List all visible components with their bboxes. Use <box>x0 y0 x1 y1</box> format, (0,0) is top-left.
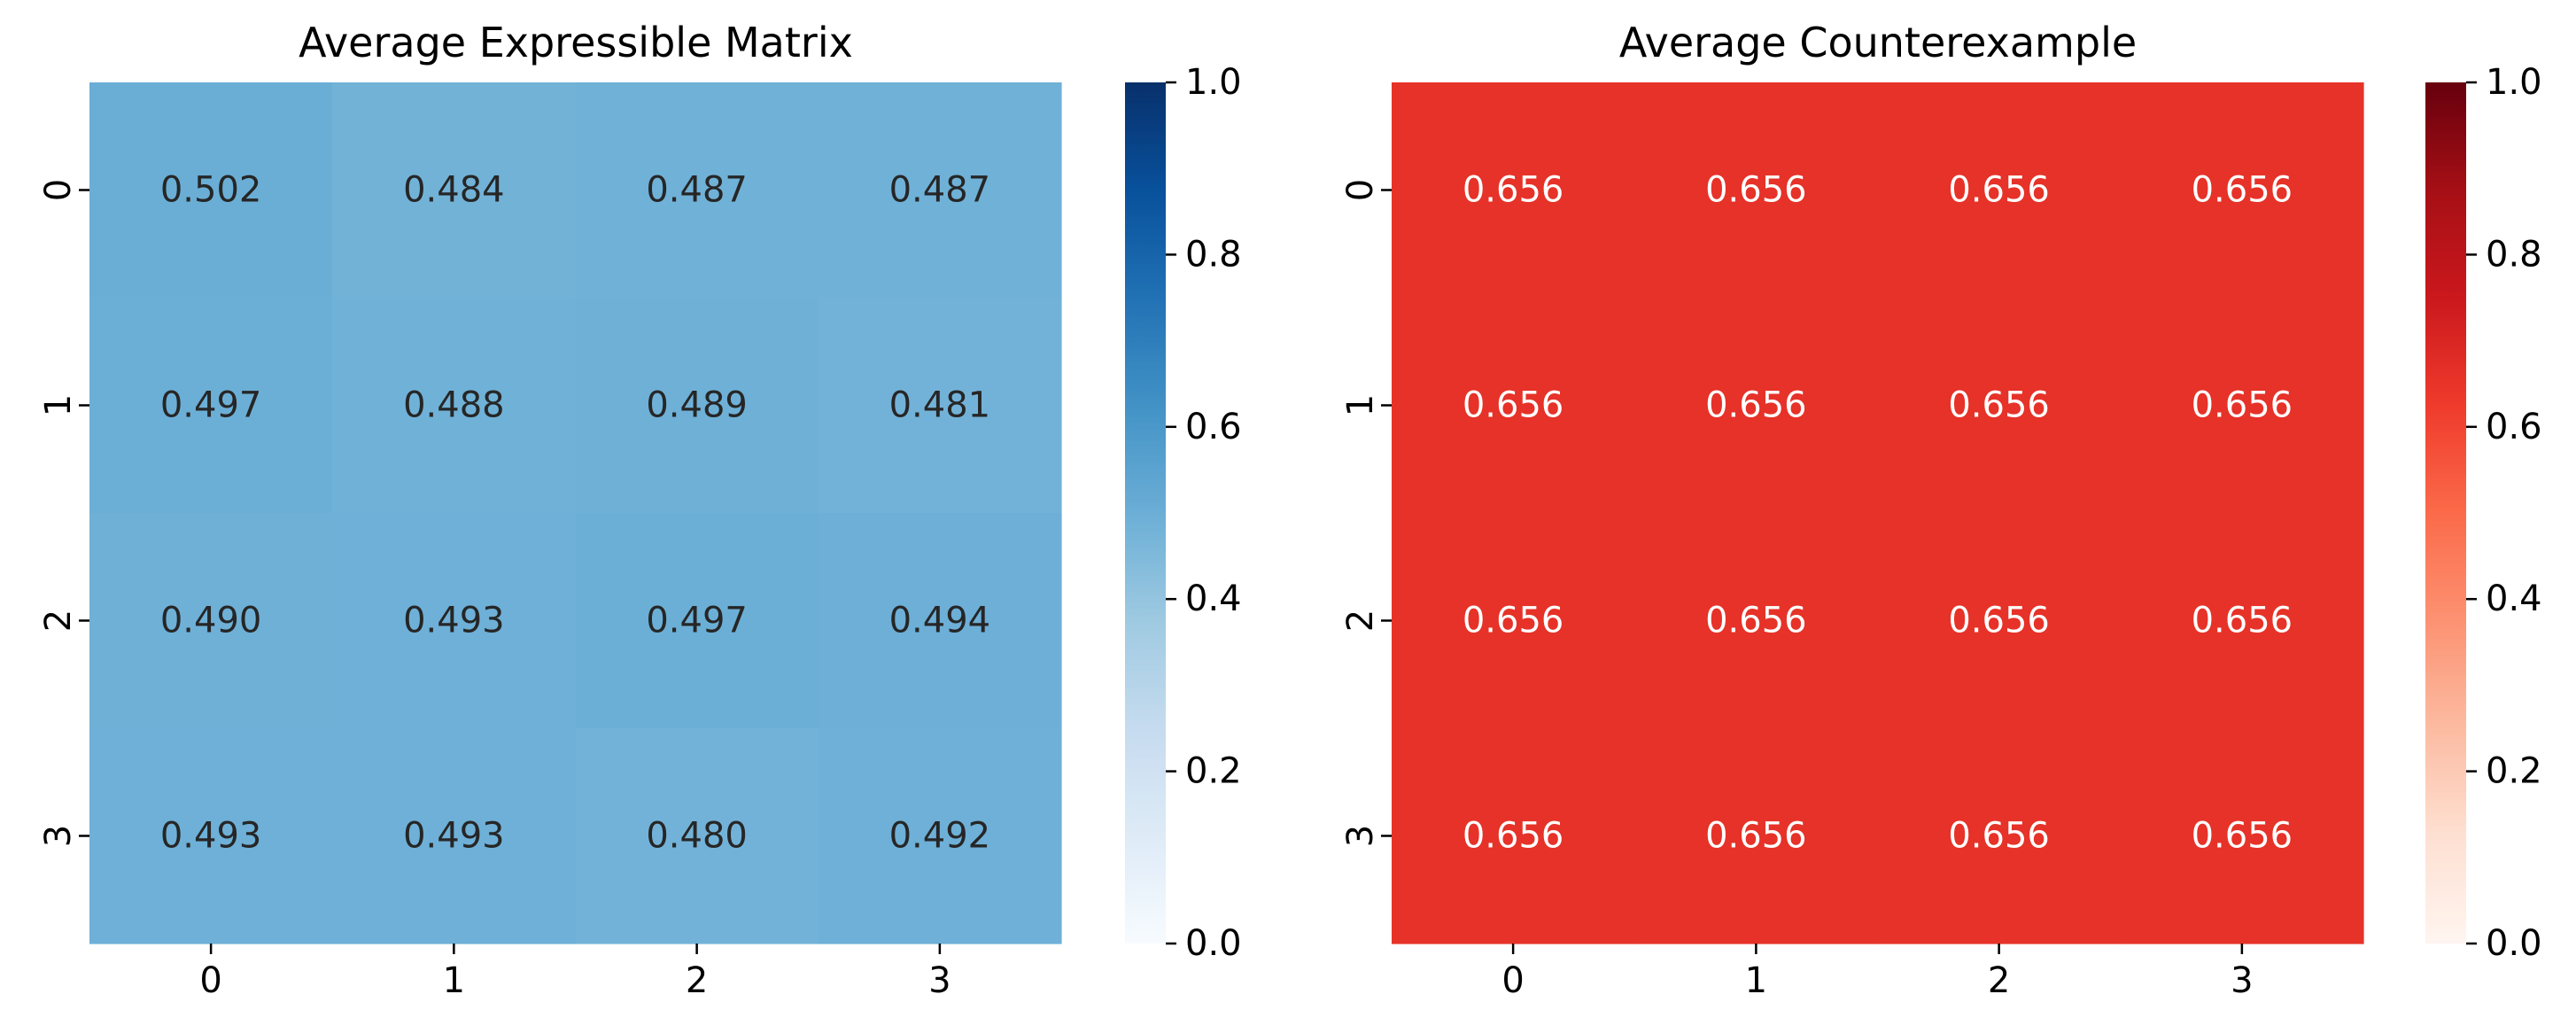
cell-value-label: 0.656 <box>2192 816 2293 857</box>
heatmap-panel-0: Average Expressible Matrix 0.502 0.484 0.48… <box>38 19 1242 1001</box>
colorbar <box>1125 82 1166 944</box>
colorbar-tick-label: 0.2 <box>1185 751 1242 792</box>
y-tick-label: 2 <box>1340 610 1381 632</box>
colorbar-tick-label: 0.0 <box>1185 923 1242 964</box>
heatmap-cell <box>332 82 577 299</box>
y-tick-label: 0 <box>38 179 79 201</box>
colorbar-tick-label: 0.6 <box>1185 407 1242 447</box>
heatmap-cell <box>89 82 333 299</box>
cell-value-label: 0.656 <box>1705 601 1807 641</box>
heatmap-cell <box>575 298 819 514</box>
heatmap-cell <box>332 298 577 514</box>
heatmap-cell <box>1392 728 1635 944</box>
cell-value-label: 0.494 <box>889 601 991 641</box>
heatmap-cell <box>818 513 1062 729</box>
cell-value-label: 0.489 <box>646 385 748 426</box>
cell-value-label: 0.656 <box>1705 816 1807 857</box>
heatmap-cell <box>1634 298 1879 514</box>
colorbar <box>2425 82 2466 944</box>
cell-value-label: 0.656 <box>1463 385 1564 426</box>
heatmap-cell <box>1877 728 2122 944</box>
cell-value-label: 0.656 <box>1948 816 2050 857</box>
chart-title: Average Counterexample <box>1619 19 2137 66</box>
cell-value-label: 0.656 <box>2192 170 2293 211</box>
heatmap-cell <box>1877 298 2122 514</box>
cell-value-label: 0.490 <box>160 601 262 641</box>
cell-value-label: 0.488 <box>403 385 505 426</box>
heatmap-cell <box>89 298 333 514</box>
cell-value-label: 0.656 <box>1948 601 2050 641</box>
heatmap-cell <box>1392 513 1635 729</box>
y-tick-label: 3 <box>1340 825 1381 847</box>
cell-value-label: 0.493 <box>403 601 505 641</box>
cell-value-label: 0.656 <box>1463 601 1564 641</box>
colorbar-tick-label: 0.4 <box>1185 579 1242 619</box>
heatmap-cell <box>818 298 1062 514</box>
colorbar-tick-label: 0.2 <box>2486 751 2542 792</box>
heatmap-cell <box>1392 82 1635 299</box>
heatmap-cell <box>1392 298 1635 514</box>
cell-value-label: 0.487 <box>889 170 991 211</box>
x-tick-label: 3 <box>2231 960 2253 1001</box>
chart-title: Average Expressible Matrix <box>299 19 853 66</box>
colorbar-tick-label: 1.0 <box>2486 62 2542 103</box>
heatmap-cell <box>332 728 577 944</box>
x-tick-label: 0 <box>199 960 221 1001</box>
heatmap-cell <box>818 82 1062 299</box>
colorbar-tick-label: 0.8 <box>1185 234 1242 275</box>
cell-value-label: 0.656 <box>1463 816 1564 857</box>
heatmap-cell <box>2120 728 2364 944</box>
x-tick-label: 2 <box>1988 960 2010 1001</box>
heatmap-cell <box>2120 82 2364 299</box>
x-tick-label: 0 <box>1501 960 1524 1001</box>
heatmap-cell <box>1634 728 1879 944</box>
heatmap-cell <box>575 513 819 729</box>
cell-value-label: 0.487 <box>646 170 748 211</box>
heatmap-cell <box>89 513 333 729</box>
cell-value-label: 0.492 <box>889 816 991 857</box>
cell-value-label: 0.656 <box>2192 385 2293 426</box>
y-tick-label: 1 <box>1340 394 1381 416</box>
heatmap-cell <box>818 728 1062 944</box>
colorbar-tick-label: 1.0 <box>1185 62 1242 103</box>
heatmap-cell <box>89 728 333 944</box>
cell-value-label: 0.656 <box>1705 385 1807 426</box>
heatmap-cell <box>1634 513 1879 729</box>
heatmap-cell <box>1634 82 1879 299</box>
cell-value-label: 0.493 <box>160 816 262 857</box>
x-tick-label: 1 <box>443 960 465 1001</box>
colorbar-tick-label: 0.6 <box>2486 407 2542 447</box>
colorbar-tick-label: 0.8 <box>2486 234 2542 275</box>
y-tick-label: 0 <box>1340 179 1381 201</box>
x-tick-label: 3 <box>928 960 950 1001</box>
y-tick-label: 2 <box>38 610 79 632</box>
cell-value-label: 0.656 <box>1948 385 2050 426</box>
cell-value-label: 0.481 <box>889 385 991 426</box>
x-tick-label: 1 <box>1745 960 1767 1001</box>
colorbar-tick-label: 0.4 <box>2486 579 2542 619</box>
heatmap-cell <box>2120 298 2364 514</box>
cell-value-label: 0.497 <box>160 385 262 426</box>
x-tick-label: 2 <box>686 960 708 1001</box>
cell-value-label: 0.493 <box>403 816 505 857</box>
heatmap-cell <box>575 82 819 299</box>
colorbar-tick-label: 0.0 <box>2486 923 2542 964</box>
y-tick-label: 1 <box>38 394 79 416</box>
cell-value-label: 0.484 <box>403 170 505 211</box>
cell-value-label: 0.656 <box>1948 170 2050 211</box>
cell-value-label: 0.656 <box>1463 170 1564 211</box>
cell-value-label: 0.502 <box>160 170 262 211</box>
cell-value-label: 0.656 <box>2192 601 2293 641</box>
cell-value-label: 0.497 <box>646 601 748 641</box>
heatmap-cell <box>1877 82 2122 299</box>
y-tick-label: 3 <box>38 825 79 847</box>
heatmap-cell <box>332 513 577 729</box>
heatmap-cell <box>575 728 819 944</box>
heatmap-cell <box>2120 513 2364 729</box>
cell-value-label: 0.480 <box>646 816 748 857</box>
heatmap-panel-1: Average Counterexample 0.656 0.656 0.656 0.6… <box>1340 19 2542 1001</box>
heatmap-cell <box>1877 513 2122 729</box>
cell-value-label: 0.656 <box>1705 170 1807 211</box>
